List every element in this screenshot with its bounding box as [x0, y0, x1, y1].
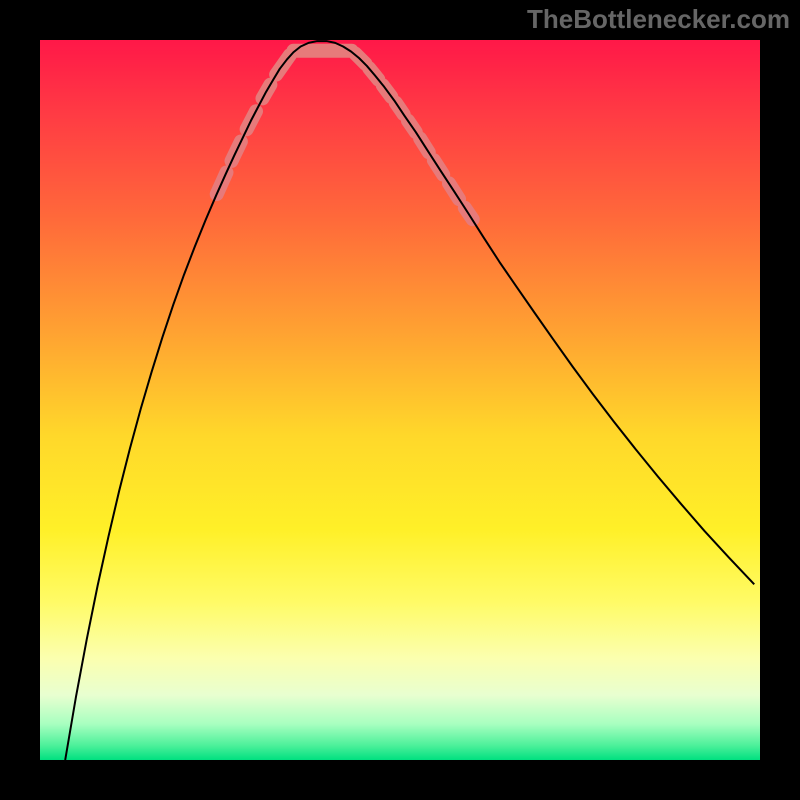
curve-layer	[40, 40, 760, 760]
bottleneck-curve	[65, 41, 754, 760]
chart-frame: TheBottlenecker.com	[0, 0, 800, 800]
plot-area	[40, 40, 760, 760]
watermark-text: TheBottlenecker.com	[527, 4, 790, 35]
